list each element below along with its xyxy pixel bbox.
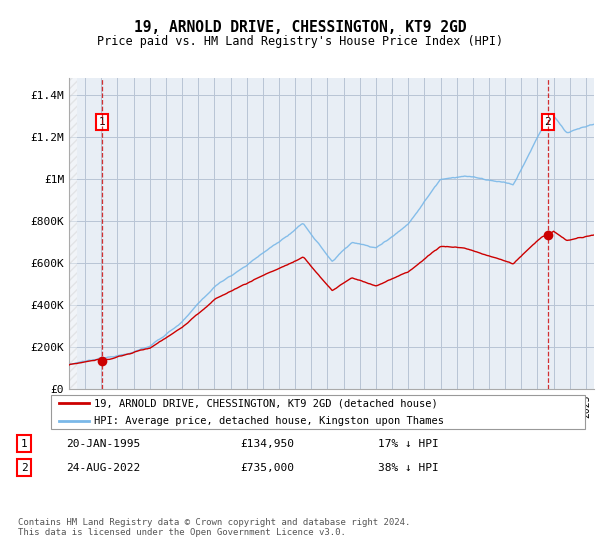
Text: 2: 2 (20, 463, 28, 473)
Text: 2: 2 (545, 117, 551, 127)
Text: 1: 1 (99, 117, 106, 127)
Bar (69, 78, 77, 389)
FancyBboxPatch shape (50, 395, 586, 430)
Text: 38% ↓ HPI: 38% ↓ HPI (378, 463, 439, 473)
Text: Price paid vs. HM Land Registry's House Price Index (HPI): Price paid vs. HM Land Registry's House … (97, 35, 503, 48)
Text: £735,000: £735,000 (240, 463, 294, 473)
Text: £134,950: £134,950 (240, 438, 294, 449)
Text: 17% ↓ HPI: 17% ↓ HPI (378, 438, 439, 449)
Text: 19, ARNOLD DRIVE, CHESSINGTON, KT9 2GD (detached house): 19, ARNOLD DRIVE, CHESSINGTON, KT9 2GD (… (94, 398, 437, 408)
Text: 20-JAN-1995: 20-JAN-1995 (66, 438, 140, 449)
Text: 24-AUG-2022: 24-AUG-2022 (66, 463, 140, 473)
Text: HPI: Average price, detached house, Kingston upon Thames: HPI: Average price, detached house, King… (94, 416, 444, 426)
Text: 19, ARNOLD DRIVE, CHESSINGTON, KT9 2GD: 19, ARNOLD DRIVE, CHESSINGTON, KT9 2GD (134, 20, 466, 35)
Text: Contains HM Land Registry data © Crown copyright and database right 2024.
This d: Contains HM Land Registry data © Crown c… (18, 518, 410, 538)
Text: 1: 1 (20, 438, 28, 449)
